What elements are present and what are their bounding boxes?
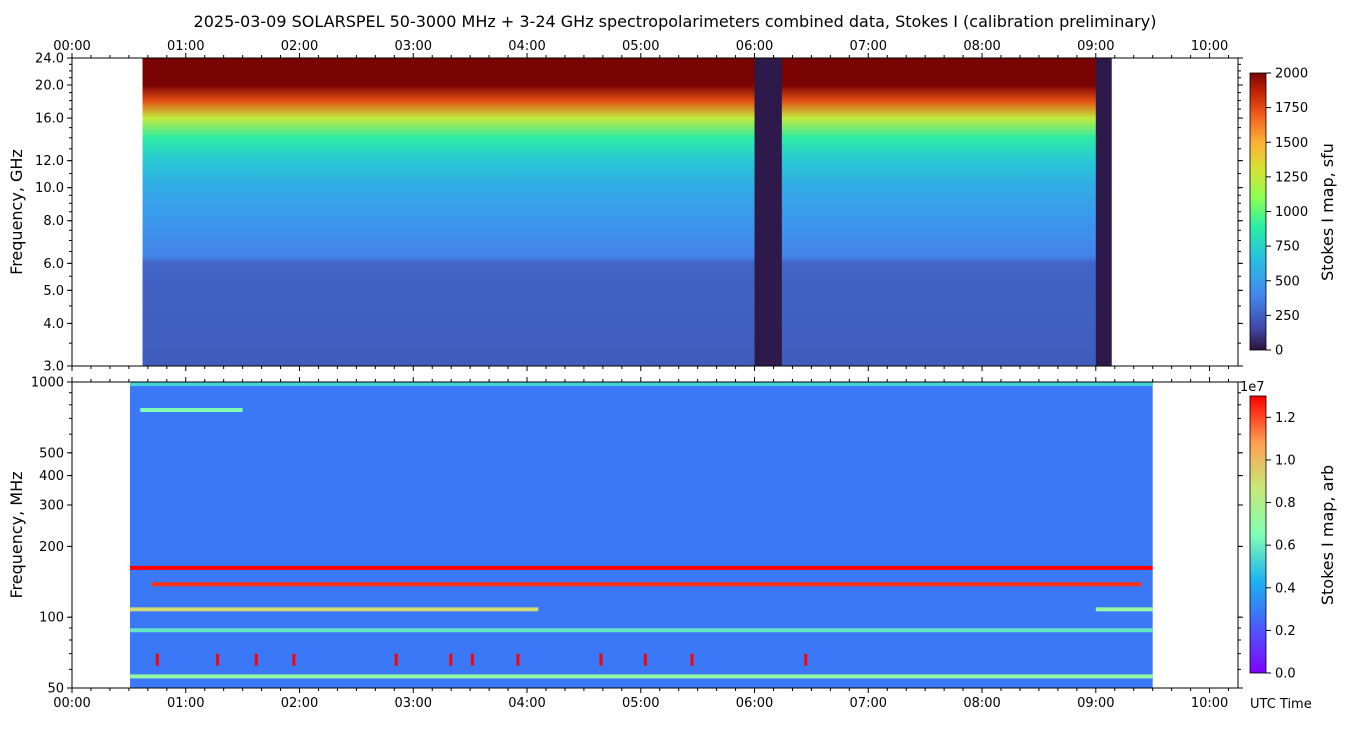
bottom-band [130, 607, 539, 612]
bottom-colorbar-offset: 1e7 [1240, 380, 1265, 395]
bottom-burst [155, 653, 159, 666]
freq-tick-label: 5.0 [43, 284, 64, 299]
colorbar-tick-label: 0.8 [1275, 496, 1296, 511]
bottom-burst [394, 653, 398, 666]
bottom-burst [804, 653, 808, 666]
bottom-band [130, 382, 1153, 387]
time-tick-label: 01:00 [167, 696, 204, 711]
time-tick-label: 05:00 [622, 696, 659, 711]
time-tick-label: 00:00 [53, 39, 90, 54]
bottom-spectrogram-data [130, 382, 1153, 688]
bottom-burst [292, 653, 296, 666]
colorbar-tick-label: 0.6 [1275, 539, 1296, 554]
time-tick-label: 04:00 [508, 39, 545, 54]
bottom-ylabel: Frequency, MHz [7, 471, 26, 598]
colorbar-tick-label: 0.2 [1275, 624, 1296, 639]
freq-tick-label: 20.0 [35, 79, 64, 94]
freq-tick-label: 4.0 [43, 317, 64, 332]
bottom-burst [254, 653, 258, 666]
time-tick-label: 06:00 [736, 696, 773, 711]
bottom-band [140, 408, 243, 413]
bottom-burst [449, 653, 453, 666]
colorbar-tick-label: 0.4 [1275, 581, 1296, 596]
colorbar-tick-label: 1.0 [1275, 453, 1296, 468]
freq-tick-label: 16.0 [35, 112, 64, 127]
bottom-burst [599, 653, 603, 666]
top-spectrogram-panel [142, 58, 1112, 366]
time-tick-label: 08:00 [963, 39, 1000, 54]
time-axis-label: UTC Time [1250, 697, 1312, 712]
bottom-spectrogram-panel [130, 382, 1153, 688]
colorbar-tick-label: 0.0 [1275, 667, 1296, 682]
colorbar-tick-label: 750 [1275, 240, 1300, 255]
bottom-panel-frame [71, 381, 1239, 689]
freq-tick-label: 3.0 [43, 360, 64, 375]
bottom-panel-axes: 00:00 01:00 02:00 03:00 04:00 05:00 06:00 07:00… [31, 376, 1243, 711]
time-tick-label: 09:00 [1077, 39, 1114, 54]
time-tick-label: 02:00 [281, 696, 318, 711]
time-tick-label: 03:00 [395, 39, 432, 54]
time-tick-label: 08:00 [963, 696, 1000, 711]
freq-tick-label: 8.0 [43, 214, 64, 229]
freq-tick-label: 12.0 [35, 154, 64, 169]
colorbar-tick-label: 250 [1275, 309, 1300, 324]
bottom-burst [643, 653, 647, 666]
freq-tick-label: 50 [47, 682, 64, 697]
time-tick-label: 09:00 [1077, 696, 1114, 711]
time-tick-label: 04:00 [508, 696, 545, 711]
top-data-gap [1095, 58, 1112, 366]
freq-tick-label: 100 [39, 611, 64, 626]
colorbar-tick-label: 0 [1275, 344, 1283, 359]
time-tick-label: 02:00 [281, 39, 318, 54]
time-tick-label: 10:00 [1191, 696, 1228, 711]
top-data-gap [754, 58, 782, 366]
colorbar-tick-label: 1500 [1275, 136, 1308, 151]
freq-tick-label: 24.0 [35, 52, 64, 67]
bottom-band [130, 628, 1153, 633]
freq-tick-label: 1000 [31, 376, 64, 391]
bottom-band [130, 674, 1153, 679]
top-colorbar-gradient [1249, 72, 1267, 351]
colorbar-tick-label: 2000 [1275, 67, 1308, 82]
bottom-burst [470, 653, 474, 666]
bottom-burst [216, 653, 220, 666]
bottom-colorbar: 0.0 0.2 0.4 0.6 0.8 1.0 1.2 [1249, 395, 1296, 682]
time-tick-label: 07:00 [850, 39, 887, 54]
colorbar-tick-label: 500 [1275, 274, 1300, 289]
freq-tick-label: 500 [39, 446, 64, 461]
bottom-colorbar-gradient [1249, 395, 1267, 674]
bottom-colorbar-label: Stokes I map, arb [1318, 465, 1337, 605]
top-ylabel: Frequency, GHz [7, 149, 26, 275]
bottom-burst [690, 653, 694, 666]
freq-tick-label: 10.0 [35, 181, 64, 196]
freq-tick-label: 200 [39, 540, 64, 555]
top-colorbar: 0 250 500 750 1000 1250 1500 1750 2000 [1249, 67, 1308, 359]
time-tick-label: 07:00 [850, 696, 887, 711]
time-tick-label: 03:00 [395, 696, 432, 711]
bottom-band [130, 565, 1153, 570]
colorbar-tick-label: 1.2 [1275, 411, 1296, 426]
freq-tick-label: 400 [39, 469, 64, 484]
colorbar-tick-label: 1000 [1275, 205, 1308, 220]
time-tick-label: 06:00 [736, 39, 773, 54]
bottom-burst [516, 653, 520, 666]
time-tick-label: 01:00 [167, 39, 204, 54]
top-panel-axes: 00:00 01:00 02:00 03:00 04:00 05:00 06:00 07:00… [35, 39, 1243, 375]
bottom-band [151, 582, 1142, 587]
time-tick-label: 10:00 [1191, 39, 1228, 54]
freq-tick-label: 300 [39, 498, 64, 513]
colorbar-tick-label: 1750 [1275, 101, 1308, 116]
freq-tick-label: 6.0 [43, 257, 64, 272]
top-colorbar-label: Stokes I map, sfu [1318, 143, 1337, 281]
time-tick-label: 05:00 [622, 39, 659, 54]
time-tick-label: 00:00 [53, 696, 90, 711]
figure-title: 2025-03-09 SOLARSPEL 50-3000 MHz + 3-24 … [194, 12, 1157, 31]
bottom-band [1095, 607, 1153, 612]
colorbar-tick-label: 1250 [1275, 170, 1308, 185]
top-spectrogram-data [142, 58, 1110, 366]
